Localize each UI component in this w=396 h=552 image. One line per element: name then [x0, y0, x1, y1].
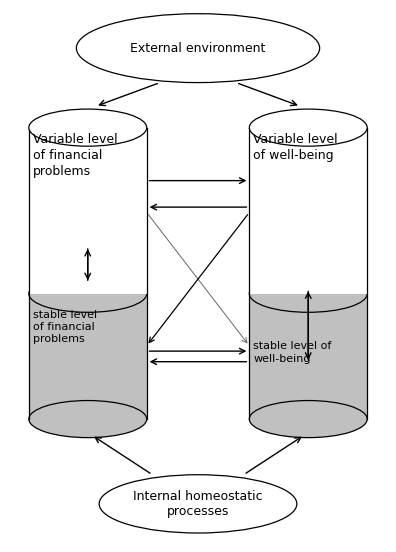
Text: Variable level
of well-being: Variable level of well-being [253, 133, 338, 162]
Ellipse shape [29, 401, 147, 438]
Ellipse shape [29, 109, 147, 146]
Text: External environment: External environment [130, 41, 266, 55]
Text: Variable level
of financial
problems: Variable level of financial problems [32, 133, 117, 178]
Ellipse shape [29, 275, 147, 312]
Polygon shape [249, 294, 367, 419]
Ellipse shape [76, 14, 320, 83]
Polygon shape [29, 128, 147, 294]
Ellipse shape [99, 475, 297, 533]
Text: stable level of
well-being: stable level of well-being [253, 342, 331, 364]
Text: Internal homeostatic
processes: Internal homeostatic processes [133, 490, 263, 518]
Polygon shape [249, 128, 367, 294]
Ellipse shape [249, 401, 367, 438]
Text: stable level
of financial
problems: stable level of financial problems [32, 310, 97, 344]
Ellipse shape [249, 109, 367, 146]
Polygon shape [29, 128, 147, 419]
Polygon shape [249, 128, 367, 419]
Ellipse shape [249, 275, 367, 312]
Polygon shape [29, 294, 147, 419]
